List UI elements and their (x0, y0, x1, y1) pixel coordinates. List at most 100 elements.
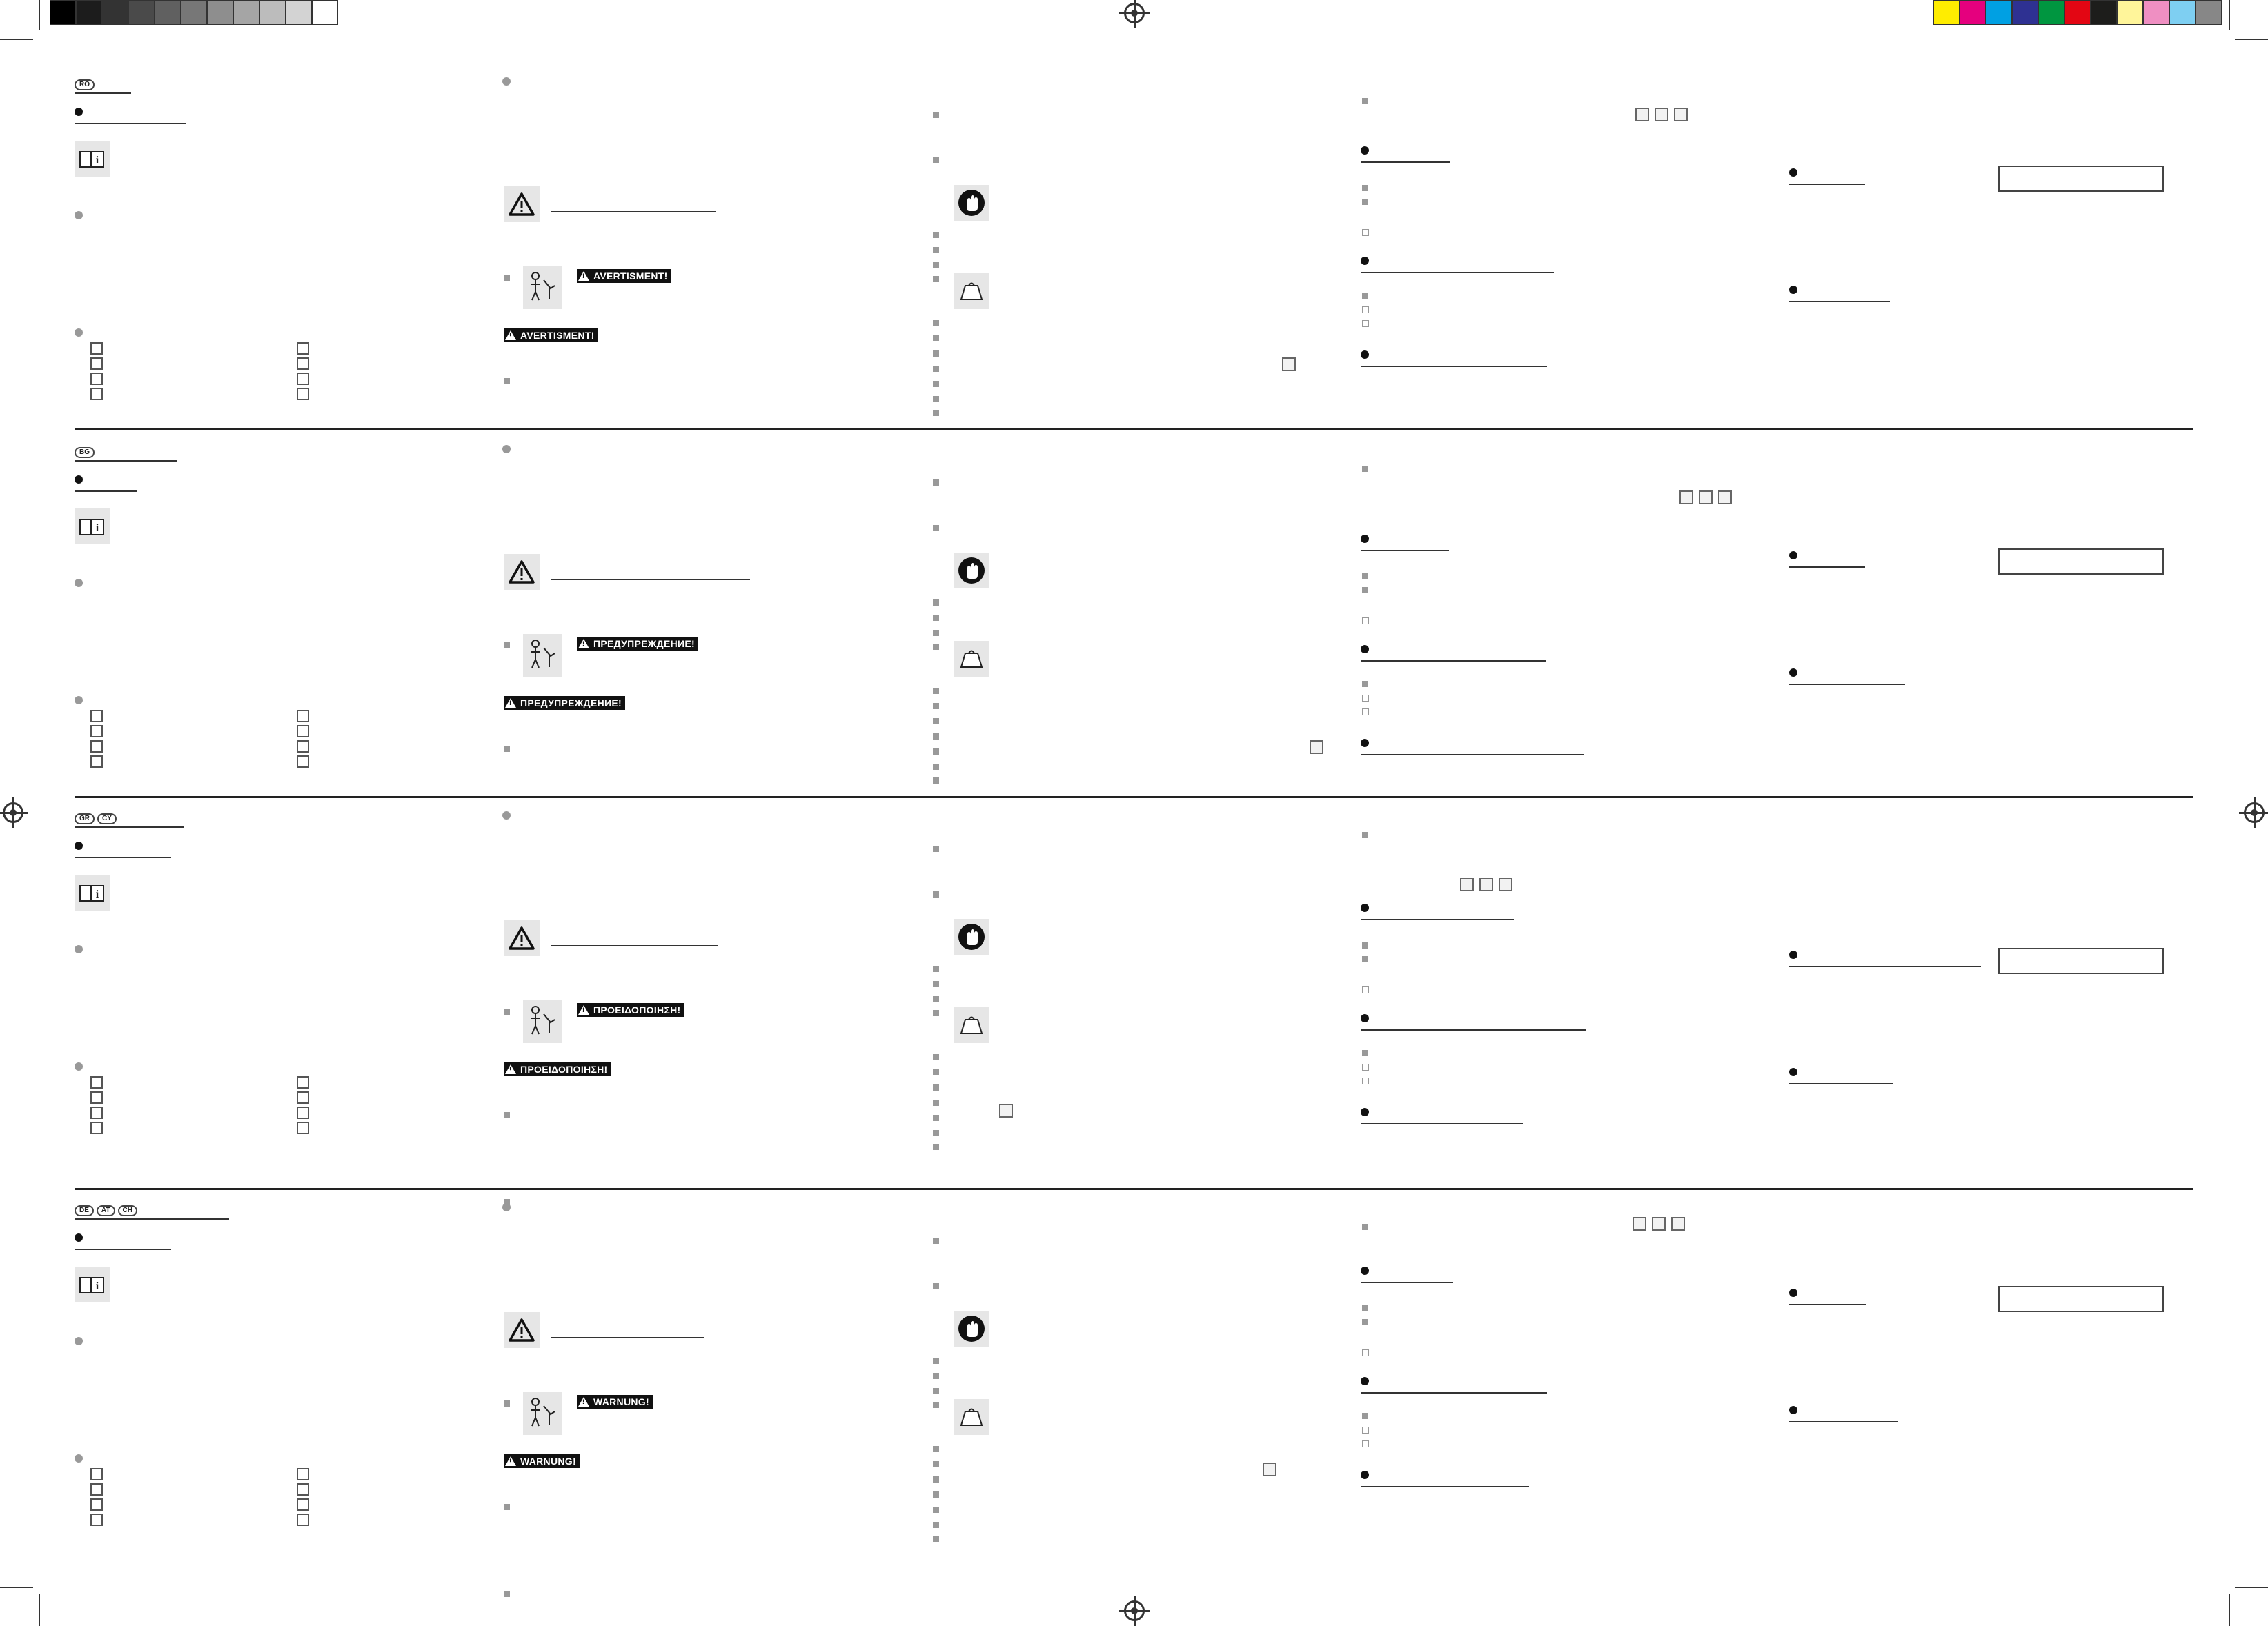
parts-list-checkbox (297, 710, 309, 722)
color-swatch (2091, 0, 2117, 25)
heading-bullet (1361, 739, 1369, 747)
language-header: GR CY (75, 811, 119, 824)
parts-list-checkbox (90, 388, 103, 400)
list-square-bullet (933, 1084, 939, 1091)
gray-swatch (102, 0, 128, 25)
heading-bullet (1361, 1267, 1369, 1275)
list-square-bullet (933, 777, 939, 784)
warning-triangle-icon (578, 1397, 589, 1407)
warning-badge-label: ПРЕДУПРЕЖДЕНИЕ! (593, 638, 695, 649)
color-calibration-bar (1933, 0, 2222, 25)
heading-underline (1361, 161, 1450, 163)
heading-bullet (75, 1233, 83, 1242)
warning-badge: AVERTISMENT! (577, 269, 671, 283)
warning-badge-label: AVERTISMENT! (520, 330, 595, 341)
heading-bullet (1361, 1014, 1369, 1022)
list-square-bullet (1362, 1050, 1368, 1056)
crop-mark (39, 0, 40, 30)
child-hazard-icon (523, 1000, 562, 1047)
language-header: DE AT CH (75, 1203, 140, 1216)
list-square-bullet (933, 1238, 939, 1244)
list-square-bullet (504, 1591, 510, 1597)
list-square-bullet (504, 1400, 510, 1407)
heading-underline (1789, 1421, 1898, 1422)
heading-bullet (1361, 904, 1369, 912)
heading-underline (1361, 754, 1584, 755)
subheading-bullet (75, 1062, 83, 1071)
list-square-bullet (933, 1283, 939, 1289)
list-square-bullet (933, 262, 939, 268)
heading-underline (75, 857, 171, 858)
child-hazard-icon (523, 634, 562, 680)
parts-list-checkbox (297, 373, 309, 385)
list-square-bullet (933, 1491, 939, 1498)
language-code-badge: GR (75, 813, 95, 824)
crop-mark (2235, 1587, 2268, 1588)
list-open-square-bullet (1362, 229, 1369, 236)
warning-badge-label: ΠΡΟΕΙΔΟΠΟΙΗΣΗ! (593, 1004, 681, 1015)
language-header: RO (75, 77, 97, 90)
figure-reference-box (1652, 1217, 1666, 1231)
warning-triangle-icon (504, 554, 540, 593)
info-box (1998, 948, 2164, 974)
list-square-bullet (1362, 1224, 1368, 1230)
parts-list-checkbox (90, 710, 103, 722)
svg-text:i: i (96, 155, 99, 166)
heading-bullet (1789, 1406, 1797, 1414)
list-square-bullet (933, 479, 939, 486)
gray-swatch (286, 0, 312, 25)
list-square-bullet (933, 1476, 939, 1483)
heading-underline (1361, 1123, 1523, 1124)
heading-underline (1361, 1392, 1547, 1394)
svg-text:i: i (96, 1280, 99, 1292)
list-square-bullet (933, 1054, 939, 1060)
info-box (1998, 166, 2164, 192)
parts-list-checkbox (297, 755, 309, 768)
subheading-bullet (75, 328, 83, 337)
figure-reference-box (1699, 490, 1713, 504)
list-square-bullet (933, 1115, 939, 1121)
list-open-square-bullet (1362, 695, 1369, 702)
figure-reference-box (1310, 740, 1323, 754)
header-underline (75, 460, 177, 462)
language-code-badge: CY (97, 813, 117, 824)
parts-list-checkbox (297, 1498, 309, 1511)
warning-badge: ПРЕДУПРЕЖДЕНИЕ! (504, 696, 625, 710)
list-square-bullet (933, 1010, 939, 1016)
registration-mark-icon (1119, 0, 1150, 28)
warning-badge-label: ΠΡΟΕΙΔΟΠΟΙΗΣΗ! (520, 1064, 608, 1075)
parts-list-checkbox (90, 357, 103, 370)
language-code-badge: CH (117, 1205, 137, 1216)
list-square-bullet (504, 642, 510, 648)
figure-reference-box (1674, 108, 1688, 121)
heading-underline (1789, 966, 1981, 967)
color-swatch (1960, 0, 1986, 25)
list-square-bullet (933, 764, 939, 770)
heading-bullet (1361, 535, 1369, 543)
list-square-bullet (504, 1112, 510, 1118)
heading-bullet (1361, 350, 1369, 359)
figure-reference-box (1671, 1217, 1685, 1231)
list-square-bullet (933, 1069, 939, 1075)
book-info-icon: i (75, 508, 110, 548)
gray-swatch (181, 0, 207, 25)
list-square-bullet (933, 1507, 939, 1513)
list-square-bullet (1362, 466, 1368, 472)
list-square-bullet (933, 703, 939, 709)
language-code-badge: DE (75, 1205, 94, 1216)
list-square-bullet (1362, 98, 1368, 104)
warning-triangle-icon (578, 1005, 589, 1015)
subheading-bullet (502, 1203, 511, 1211)
parts-list-checkbox (90, 1107, 103, 1119)
crop-mark (2229, 1594, 2230, 1626)
book-info-icon: i (75, 875, 110, 914)
parts-list-checkbox (90, 342, 103, 355)
tray-icon (954, 273, 989, 313)
list-square-bullet (933, 1388, 939, 1394)
heading-bullet (1361, 1471, 1369, 1479)
heading-underline (1361, 272, 1554, 273)
list-square-bullet (933, 615, 939, 621)
warning-badge: ΠΡΟΕΙΔΟΠΟΙΗΣΗ! (577, 1003, 684, 1017)
heading-underline (1361, 550, 1449, 551)
warning-heading-underline (551, 211, 716, 212)
